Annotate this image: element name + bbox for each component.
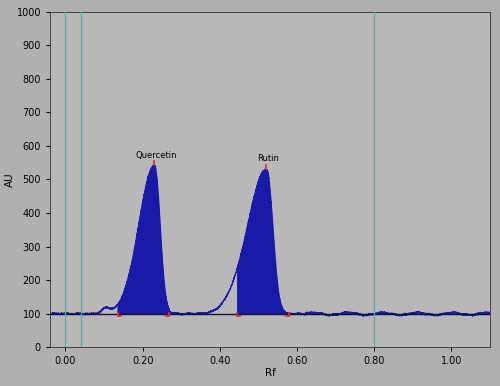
X-axis label: Rf: Rf: [264, 368, 276, 378]
Text: Rutin: Rutin: [256, 154, 278, 163]
Y-axis label: AU: AU: [5, 172, 15, 187]
Text: Quercetin: Quercetin: [135, 151, 176, 160]
